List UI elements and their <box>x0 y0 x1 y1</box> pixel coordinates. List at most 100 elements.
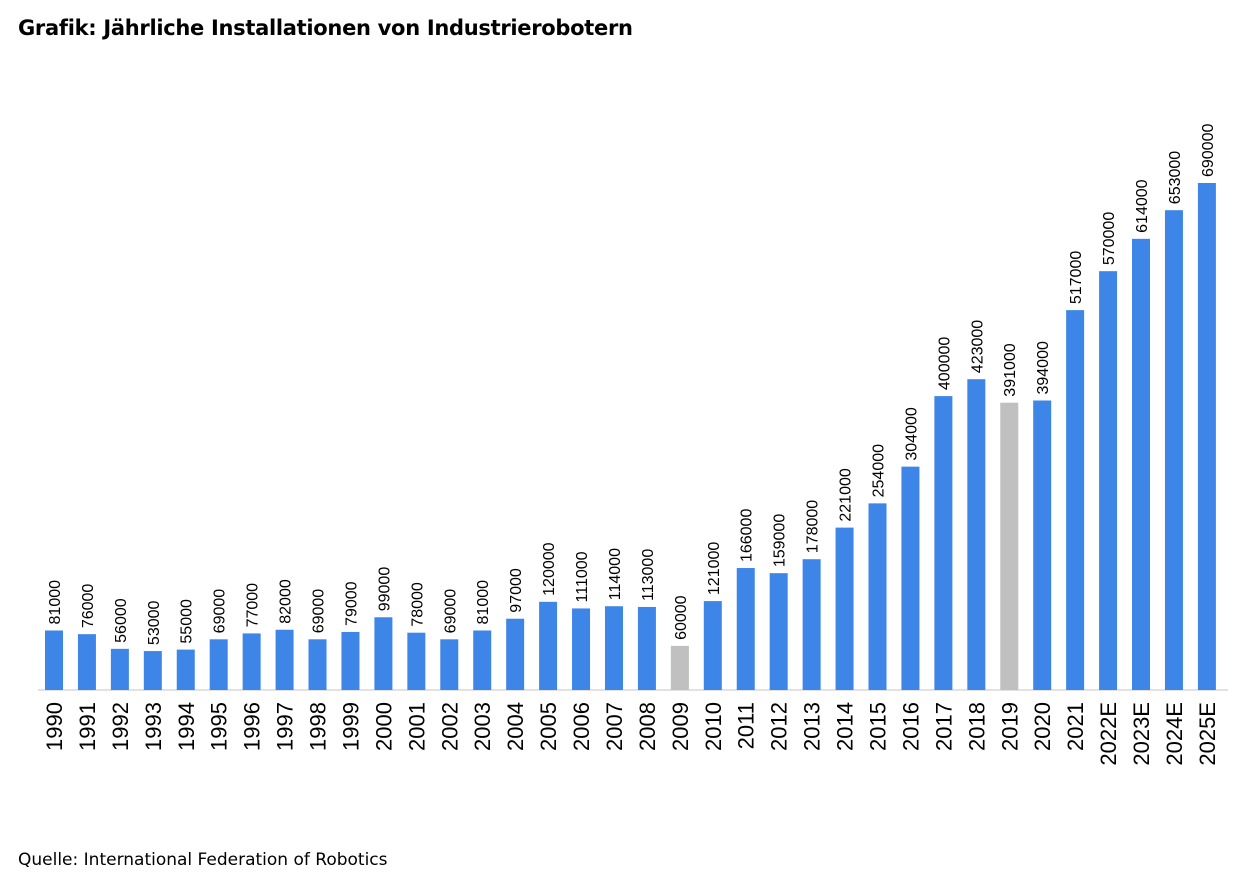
category-label-2015: 2015 <box>866 702 891 751</box>
value-label-2013: 178000 <box>805 500 822 553</box>
bars-group <box>45 183 1216 690</box>
category-label-2008: 2008 <box>635 702 660 751</box>
category-label-2024E: 2024E <box>1162 702 1187 766</box>
bar-1990 <box>45 630 63 690</box>
bar-2004 <box>506 618 525 690</box>
bar-2000 <box>374 617 393 690</box>
value-label-1992: 56000 <box>113 598 130 643</box>
value-label-1991: 76000 <box>80 584 97 629</box>
bar-2014 <box>835 527 854 690</box>
value-label-2007: 114000 <box>607 548 624 600</box>
bar-2016 <box>901 466 920 690</box>
category-label-1994: 1994 <box>174 702 199 751</box>
value-label-1998: 69000 <box>311 589 328 634</box>
category-label-1999: 1999 <box>338 702 363 751</box>
bar-1992 <box>110 648 129 690</box>
value-label-1990: 81000 <box>47 580 64 625</box>
bar-2013 <box>802 559 821 690</box>
category-label-2000: 2000 <box>371 702 396 751</box>
value-label-2023E: 614000 <box>1134 179 1151 232</box>
value-label-1994: 55000 <box>179 599 196 644</box>
value-label-2006: 111000 <box>574 551 591 602</box>
value-label-2020: 394000 <box>1035 341 1052 394</box>
chart-title: Grafik: Jährliche Installationen von Ind… <box>18 16 633 40</box>
value-label-2012: 159000 <box>772 514 789 567</box>
category-labels-group: 1990 1991 1992 1993 1994 1995 1996 1997 1998 1999… <box>42 702 1220 766</box>
category-label-2009: 2009 <box>668 702 693 751</box>
bar-2001 <box>407 632 426 690</box>
value-label-2018: 423000 <box>969 320 986 373</box>
value-label-2004: 97000 <box>508 568 525 613</box>
bar-1991 <box>77 634 96 690</box>
value-label-2016: 304000 <box>903 407 920 460</box>
category-label-2011: 2011 <box>734 702 759 749</box>
value-label-2021: 517000 <box>1068 251 1085 304</box>
category-label-2016: 2016 <box>898 702 923 751</box>
bar-2019 <box>1000 402 1019 690</box>
bar-2009 <box>670 645 689 690</box>
value-label-2009: 60000 <box>673 595 690 640</box>
value-label-1993: 53000 <box>146 600 163 645</box>
category-label-1996: 1996 <box>240 702 265 751</box>
value-label-1996: 77000 <box>245 583 262 628</box>
bar-2008 <box>637 606 656 690</box>
bar-2011 <box>736 568 755 690</box>
value-label-2017: 400000 <box>936 337 953 390</box>
value-label-2010: 121000 <box>706 542 723 595</box>
bar-1995 <box>209 639 228 690</box>
category-label-2004: 2004 <box>503 702 528 751</box>
category-label-1993: 1993 <box>141 702 166 751</box>
bar-2006 <box>572 608 591 690</box>
bar-1996 <box>242 633 261 690</box>
category-label-2007: 2007 <box>602 702 627 751</box>
category-label-1992: 1992 <box>108 702 133 751</box>
category-label-2005: 2005 <box>536 702 561 751</box>
value-label-2022E: 570000 <box>1101 212 1118 265</box>
bar-chart: 81000 76000 56000 53000 55000 69000 77000 82000… <box>38 124 1228 766</box>
value-label-2025E: 690000 <box>1200 124 1217 177</box>
category-label-2023E: 2023E <box>1129 702 1154 766</box>
bar-2015 <box>868 503 887 690</box>
category-label-2013: 2013 <box>800 702 825 751</box>
value-label-1995: 69000 <box>212 589 229 634</box>
bar-2002 <box>440 639 459 690</box>
category-label-2017: 2017 <box>931 702 956 751</box>
bar-1994 <box>176 649 195 690</box>
value-label-2000: 99000 <box>376 567 393 612</box>
category-label-2022E: 2022E <box>1096 702 1121 766</box>
category-label-2018: 2018 <box>964 702 989 751</box>
bar-2021 <box>1066 310 1085 690</box>
category-label-2019: 2019 <box>997 702 1022 751</box>
category-label-1990: 1990 <box>42 702 67 751</box>
bar-2025E <box>1197 183 1216 690</box>
bar-2024E <box>1164 210 1183 690</box>
bar-2007 <box>604 606 623 690</box>
category-label-2020: 2020 <box>1030 702 1055 751</box>
value-label-1997: 82000 <box>278 579 295 624</box>
value-label-2011: 166000 <box>739 509 756 562</box>
value-label-2019: 391000 <box>1002 343 1019 396</box>
category-label-1998: 1998 <box>306 702 331 751</box>
category-label-2003: 2003 <box>470 702 495 751</box>
bar-2003 <box>473 630 492 690</box>
chart-source: Quelle: International Federation of Robo… <box>18 850 388 870</box>
bar-2022E <box>1099 271 1118 690</box>
category-label-2002: 2002 <box>437 702 462 751</box>
bar-2005 <box>539 601 558 690</box>
category-label-2006: 2006 <box>569 702 594 751</box>
bar-1997 <box>275 629 294 690</box>
bar-2012 <box>769 573 788 690</box>
bar-1998 <box>308 639 327 690</box>
value-label-2014: 221000 <box>838 468 855 521</box>
bar-1999 <box>341 631 360 690</box>
bar-2023E <box>1132 238 1151 690</box>
category-label-1997: 1997 <box>273 702 298 751</box>
value-labels-group: 81000 76000 56000 53000 55000 69000 77000 82000… <box>47 124 1217 646</box>
bar-1993 <box>143 651 162 690</box>
bar-2010 <box>703 601 722 690</box>
bar-2018 <box>967 379 986 690</box>
category-label-2010: 2010 <box>701 702 726 751</box>
category-label-2012: 2012 <box>767 702 792 751</box>
value-label-2008: 113000 <box>640 549 657 601</box>
bar-2017 <box>934 396 953 690</box>
